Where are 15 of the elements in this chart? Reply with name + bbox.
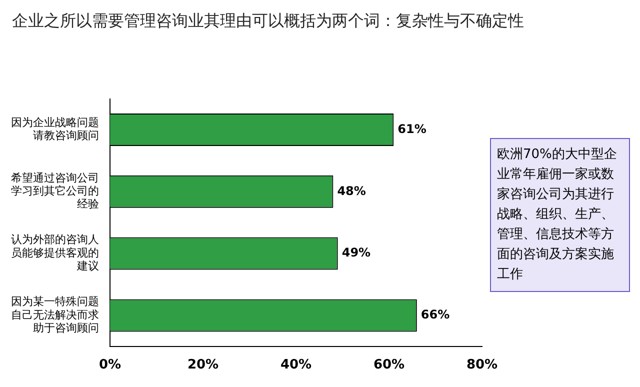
x-tick-label: 20% [187,358,219,373]
data-label: 61% [398,122,426,136]
x-tick-label: 80% [466,358,498,373]
data-label: 48% [337,184,366,198]
text: 欧洲70%的大中型企业常年雇佣一家或数家咨询公司为其进行战略、组织、生产、管理、信息技术等方面的咨询及方案实施工作 [490,138,630,292]
x-tick-label: 0% [98,358,122,373]
x-tick-label: 60% [373,358,405,373]
chart-title: 企业之所以需要管理咨询业其理由可以概括为两个词：复杂性与不确定性 [12,10,525,32]
y-tick-label: 因为某一特殊问题自己无法解决而求助于咨询顾问 [11,295,99,335]
data-label: 66% [420,308,450,322]
x-tick-label: 40% [280,358,312,373]
y-tick-label: 认为外部的咨询人员能够提供客观的建议 [11,233,99,273]
y-tick-label: 因为企业战略问题请教咨询顾问 [11,116,99,142]
y-tick-label: 希望通过咨询公司学习到其它公司的经验 [11,171,99,211]
data-label: 49% [342,246,371,260]
